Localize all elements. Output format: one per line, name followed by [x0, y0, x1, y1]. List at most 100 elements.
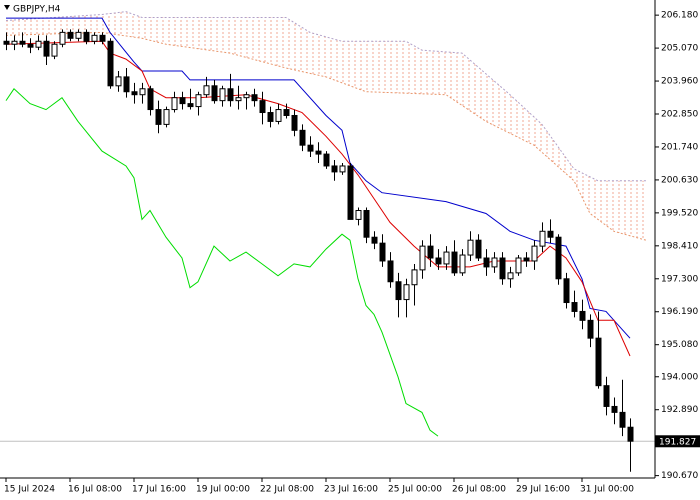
candle-body: [131, 91, 138, 96]
x-tick-label: 16 Jul 08:00: [68, 485, 122, 495]
candle-body: [619, 411, 626, 428]
candle-body: [419, 245, 426, 271]
candle-body: [459, 254, 466, 274]
x-tick-label: 19 Jul 00:00: [196, 485, 250, 495]
y-tick-label: 190.670: [661, 471, 698, 481]
x-tick-label: 22 Jul 08:00: [260, 485, 314, 495]
candle-body: [435, 257, 442, 265]
candle-body: [427, 245, 434, 259]
candle-body: [195, 94, 202, 108]
candle-body: [275, 109, 282, 122]
y-tick-label: 205.070: [661, 44, 698, 54]
cloud-fill: [6, 11, 646, 241]
candle-body: [75, 31, 82, 39]
candle-body: [443, 251, 450, 265]
indicator-line: [5, 88, 439, 437]
candle-body: [531, 245, 538, 262]
candle-body: [347, 165, 354, 220]
y-tick-label: 197.300: [661, 274, 698, 284]
candle-body: [555, 236, 562, 280]
plot-area: [0, 11, 655, 472]
candle-body: [283, 109, 290, 116]
y-tick-label: 203.960: [661, 77, 698, 87]
candle-body: [227, 88, 234, 102]
candle-body: [499, 257, 506, 280]
candle-body: [627, 426, 634, 442]
candle-body: [411, 269, 418, 286]
candle-body: [451, 251, 458, 274]
candle-body: [3, 40, 10, 45]
candle-body: [395, 281, 402, 301]
y-tick-label: 201.740: [661, 142, 698, 152]
candle-body: [147, 88, 154, 111]
candle-body: [307, 144, 314, 152]
y-tick-label: 198.410: [661, 241, 698, 251]
candle-body: [611, 405, 618, 413]
candle-body: [187, 103, 194, 108]
candle-body: [483, 257, 490, 268]
x-tick-label: 15 Jul 2024: [4, 485, 55, 495]
last-price-label: 191.827: [659, 437, 696, 447]
candle-body: [291, 114, 298, 131]
candle-body: [115, 76, 122, 87]
candle-body: [259, 100, 266, 114]
y-tick-label: 200.630: [661, 175, 698, 185]
candle-body: [51, 43, 58, 57]
candle-body: [355, 209, 362, 220]
y-tick-label: 206.180: [661, 11, 698, 21]
candle-body: [243, 94, 250, 99]
candle-body: [123, 76, 130, 93]
candle-body: [203, 85, 210, 96]
candle-body: [579, 310, 586, 321]
candle-body: [211, 85, 218, 102]
candle-body: [475, 239, 482, 259]
candle-body: [587, 319, 594, 339]
x-tick-label: 25 Jul 00:00: [388, 485, 442, 495]
candle-body: [19, 40, 26, 45]
candle-body: [515, 257, 522, 274]
candle-body: [571, 302, 578, 312]
x-tick-label: 23 Jul 16:00: [324, 485, 378, 495]
candle-body: [323, 153, 330, 167]
candle-body: [59, 31, 66, 45]
candle-body: [467, 239, 474, 256]
x-tick-label: 31 Jul 00:00: [580, 485, 634, 495]
candle-body: [163, 109, 170, 125]
candle-body: [35, 40, 42, 48]
candle-body: [603, 385, 610, 407]
candle-body: [219, 88, 226, 102]
x-tick-label: 17 Jul 16:00: [132, 485, 186, 495]
candle-body: [595, 337, 602, 387]
candle-body: [363, 209, 370, 238]
candle-body: [523, 257, 530, 262]
candle-body: [507, 272, 514, 280]
candle-body: [379, 242, 386, 262]
candle-body: [403, 284, 410, 301]
candle-body: [67, 31, 74, 39]
candle-body: [491, 257, 498, 268]
candle-body: [331, 165, 338, 173]
candle-body: [387, 260, 394, 283]
y-tick-label: 192.890: [661, 405, 698, 415]
candle-body: [179, 97, 186, 105]
candle-body: [43, 40, 50, 57]
candle-body: [91, 34, 98, 42]
candle-body: [11, 40, 18, 45]
last-price-box: [655, 435, 700, 448]
candle-body: [315, 150, 322, 155]
y-tick-label: 196.190: [661, 307, 698, 317]
y-tick-label: 199.520: [661, 208, 698, 218]
candle-body: [107, 40, 114, 87]
y-tick-label: 202.850: [661, 110, 698, 120]
candle-body: [99, 34, 106, 42]
candle-body: [83, 31, 90, 42]
candle-body: [299, 129, 306, 146]
cloud-span: [5, 11, 646, 182]
candle-body: [563, 278, 570, 304]
cloud-span: [5, 31, 647, 241]
candle-body: [339, 165, 346, 173]
candle-body: [235, 97, 242, 102]
y-tick-label: 195.080: [661, 340, 698, 350]
candle-body: [155, 109, 162, 125]
